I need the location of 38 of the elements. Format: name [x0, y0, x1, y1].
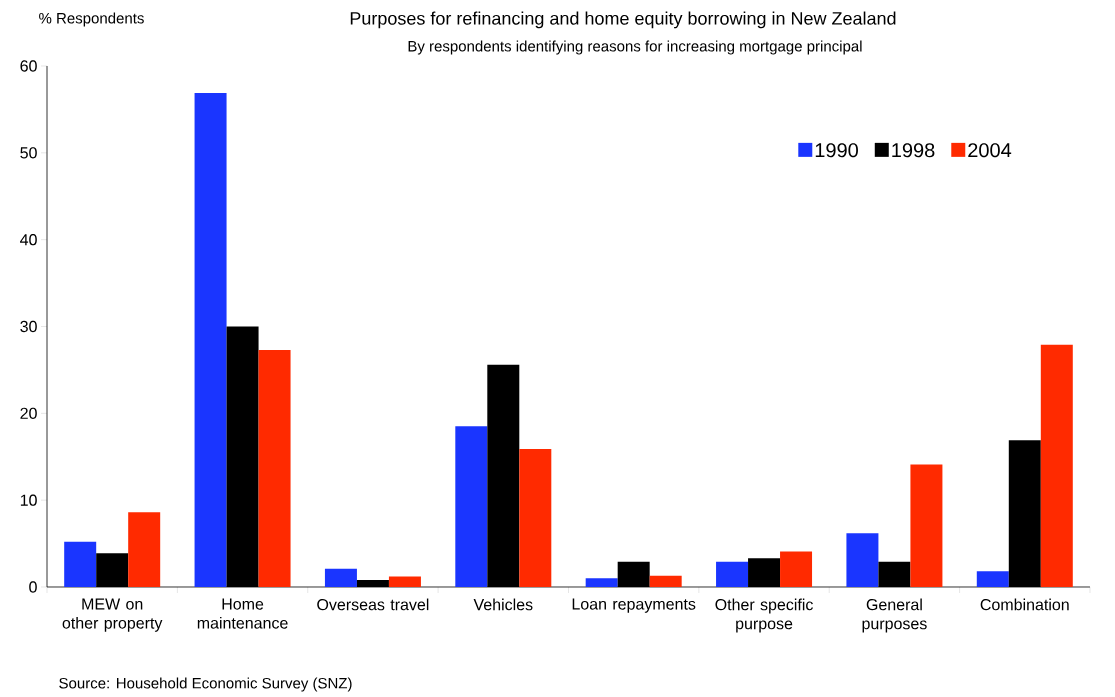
x-tick-label: Overseas travel [317, 598, 429, 611]
bar [716, 561, 749, 587]
bar [128, 512, 161, 587]
chart-subtitle: By respondents identifying reasons for increasing mortgage principal [408, 40, 862, 55]
bar [846, 533, 879, 587]
x-tick-label: MEW on other property [62, 598, 163, 632]
x-tick-label: Home maintenance [197, 598, 288, 629]
chart-title: Purposes for refinancing and home equity borrowing in New Zealand [350, 11, 896, 29]
bar [780, 551, 813, 587]
y-tick-label: 20 [20, 407, 37, 419]
bar [194, 92, 227, 587]
y-tick-label: 60 [20, 60, 37, 72]
bar [910, 464, 943, 587]
bar [258, 349, 291, 587]
source-note: Source: Household Economic Survey (SNZ) [59, 677, 352, 692]
x-tick-label: Combination [980, 598, 1069, 611]
bar [324, 568, 357, 587]
y-tick-label: 50 [20, 147, 37, 159]
bar [585, 578, 618, 587]
bar [976, 571, 1009, 587]
x-tick-label: Other specific purpose [715, 598, 813, 633]
bar [519, 448, 552, 587]
x-tick-label: Loan repayments [572, 598, 696, 613]
bar [649, 575, 682, 587]
y-tick-label: 40 [20, 234, 37, 246]
bar [455, 426, 488, 587]
y-axis-title: % Respondents [39, 12, 144, 27]
y-tick-label: 0 [29, 581, 37, 593]
x-tick-label: Vehicles [473, 598, 533, 611]
y-tick-label: 10 [20, 494, 37, 506]
y-tick-label: 30 [20, 320, 37, 333]
x-tick-label: General purposes [862, 598, 927, 633]
bar [64, 541, 97, 587]
bar [388, 576, 421, 587]
legend-label: 2004 [968, 143, 1012, 158]
legend-label: 1990 [815, 143, 858, 158]
bar [1040, 344, 1073, 587]
legend-label: 1998 [892, 143, 935, 158]
